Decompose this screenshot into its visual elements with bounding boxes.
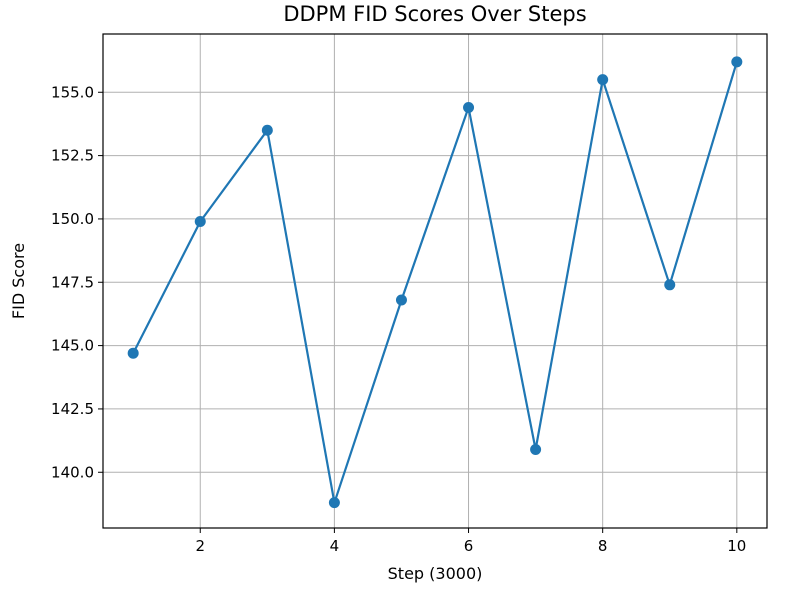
data-point — [395, 294, 407, 306]
x-tick-label: 4 — [330, 537, 340, 555]
data-point — [597, 74, 609, 86]
y-axis-label: FID Score — [9, 243, 28, 319]
plot-frame — [102, 33, 768, 529]
data-point — [463, 101, 475, 113]
grid — [103, 34, 767, 528]
series-line — [132, 61, 738, 504]
series-layer — [127, 56, 743, 509]
data-point — [194, 215, 206, 227]
data-point — [261, 124, 273, 136]
data-point — [731, 56, 743, 68]
data-point — [328, 497, 340, 509]
x-tick-label: 8 — [598, 537, 608, 555]
x-tick-label: 2 — [195, 537, 205, 555]
x-tick-label: 10 — [727, 537, 746, 555]
y-tick-label: 152.5 — [51, 147, 94, 165]
chart-title: DDPM FID Scores Over Steps — [283, 2, 586, 26]
data-point — [530, 443, 542, 455]
x-tick-label: 6 — [464, 537, 474, 555]
y-tick-label: 142.5 — [51, 400, 94, 418]
y-tick-label: 150.0 — [51, 210, 94, 228]
data-point — [127, 347, 139, 359]
y-tick-label: 145.0 — [51, 337, 94, 355]
y-tick-label: 147.5 — [51, 273, 94, 291]
axis-ticks: 2 4 6 8 10 140.0 142.5 145.0 147.5 150.0 152.5 155.… — [51, 83, 746, 555]
y-tick-label: 140.0 — [51, 463, 94, 481]
x-axis-label: Step (3000) — [388, 564, 483, 583]
data-point — [664, 279, 676, 291]
y-tick-label: 155.0 — [51, 83, 94, 101]
